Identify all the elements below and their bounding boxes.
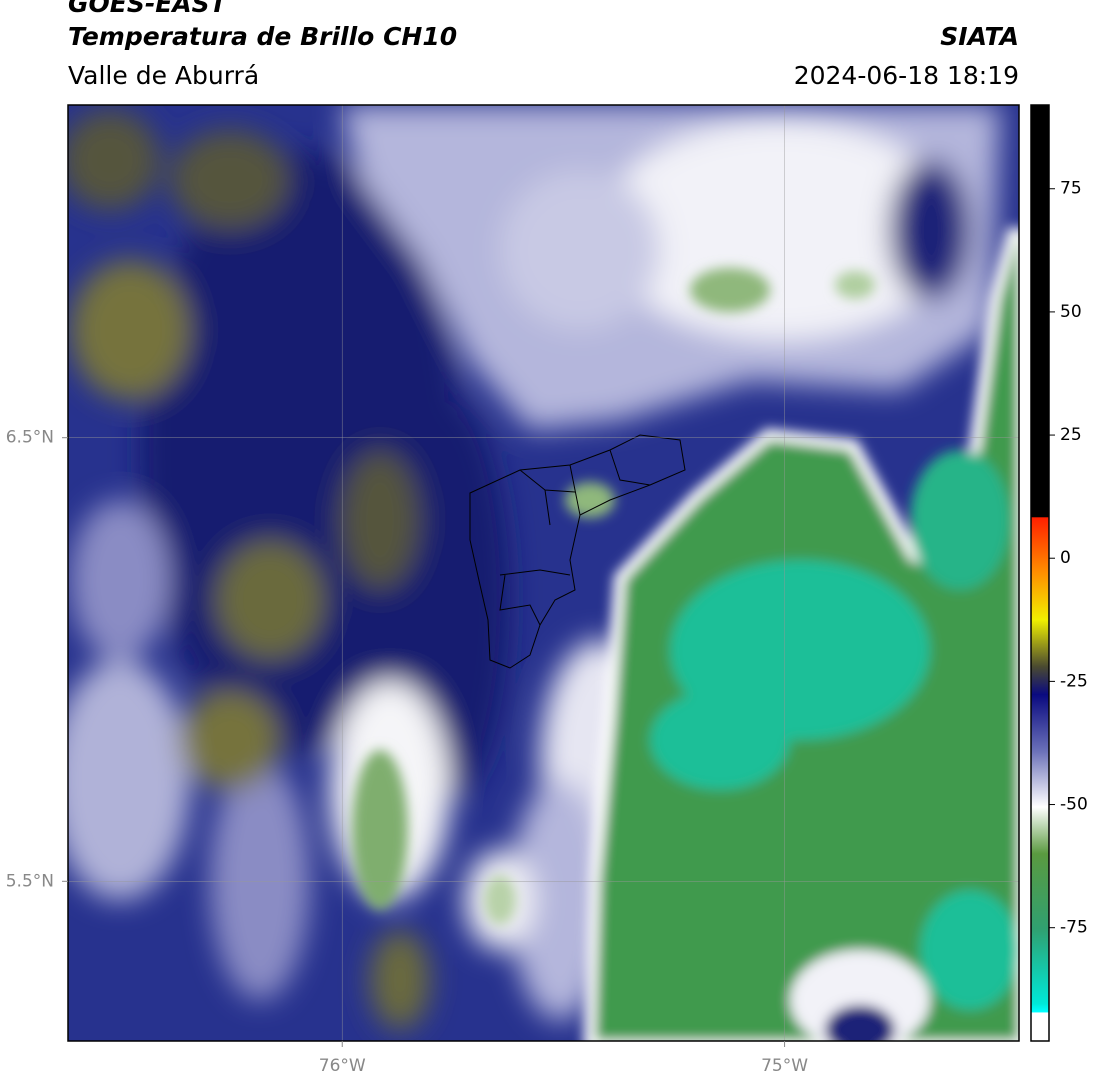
- colorbar-label: 25: [1060, 425, 1082, 445]
- colorbar-label: 75: [1060, 179, 1082, 199]
- brightness-field: [68, 105, 1019, 1041]
- lon-label: 75°W: [761, 1056, 808, 1076]
- colorbar-label: -25: [1060, 671, 1088, 691]
- colorbar-label: 50: [1060, 302, 1082, 322]
- datetime: 2024-06-18 18:19: [794, 61, 1019, 90]
- colorbar-label: -50: [1060, 795, 1088, 815]
- satellite: GOES-EAST: [68, 0, 229, 18]
- agency: SIATA: [940, 22, 1019, 51]
- colorbar-label: -75: [1060, 918, 1088, 938]
- product: Temperatura de Brillo CH10: [68, 22, 457, 51]
- lon-label: 76°W: [319, 1056, 366, 1076]
- lat-label: 6.5°N: [6, 428, 54, 448]
- map-frame: [67, 104, 1020, 1042]
- colorbar: [1030, 104, 1050, 1042]
- colorbar-label: 0: [1060, 548, 1071, 568]
- region: Valle de Aburrá: [68, 61, 259, 90]
- lat-label: 5.5°N: [6, 871, 54, 891]
